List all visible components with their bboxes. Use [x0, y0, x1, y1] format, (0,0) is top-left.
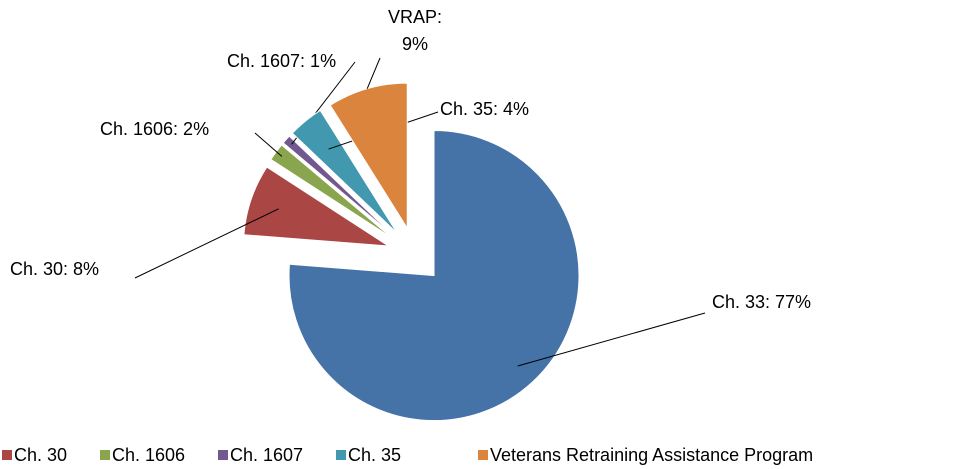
leader-line: [254, 132, 283, 157]
pie-slice: [243, 166, 389, 247]
legend-swatch: [218, 450, 228, 460]
data-label: VRAP: 9%: [387, 7, 443, 54]
leader-line: [517, 312, 706, 367]
pie-slice: [291, 109, 398, 234]
legend-swatch: [100, 450, 110, 460]
legend-label: Ch. 1607: [230, 445, 303, 465]
pie-slice: [282, 135, 395, 237]
legend-label: Ch. 35: [348, 445, 401, 465]
data-label: Ch. 1607: 1%: [227, 51, 336, 71]
pie-slice: [270, 144, 393, 239]
leader-line: [366, 57, 381, 89]
data-label: Ch. 33: 77%: [712, 292, 811, 312]
legend-label: Ch. 1606: [112, 445, 185, 465]
data-label: Ch. 30: 8%: [10, 259, 99, 279]
legend-label: Ch. 30: [14, 445, 67, 465]
data-label: Ch. 1606: 2%: [100, 119, 209, 139]
legend-swatch: [2, 450, 12, 460]
data-label: Ch. 35: 4%: [440, 99, 529, 119]
legend-swatch: [336, 450, 346, 460]
legend-swatch: [478, 450, 488, 460]
leader-line: [134, 208, 279, 279]
legend-label: Veterans Retraining Assistance Program: [490, 445, 813, 465]
pie-slice: [288, 130, 580, 422]
pie-slice: [329, 82, 408, 230]
